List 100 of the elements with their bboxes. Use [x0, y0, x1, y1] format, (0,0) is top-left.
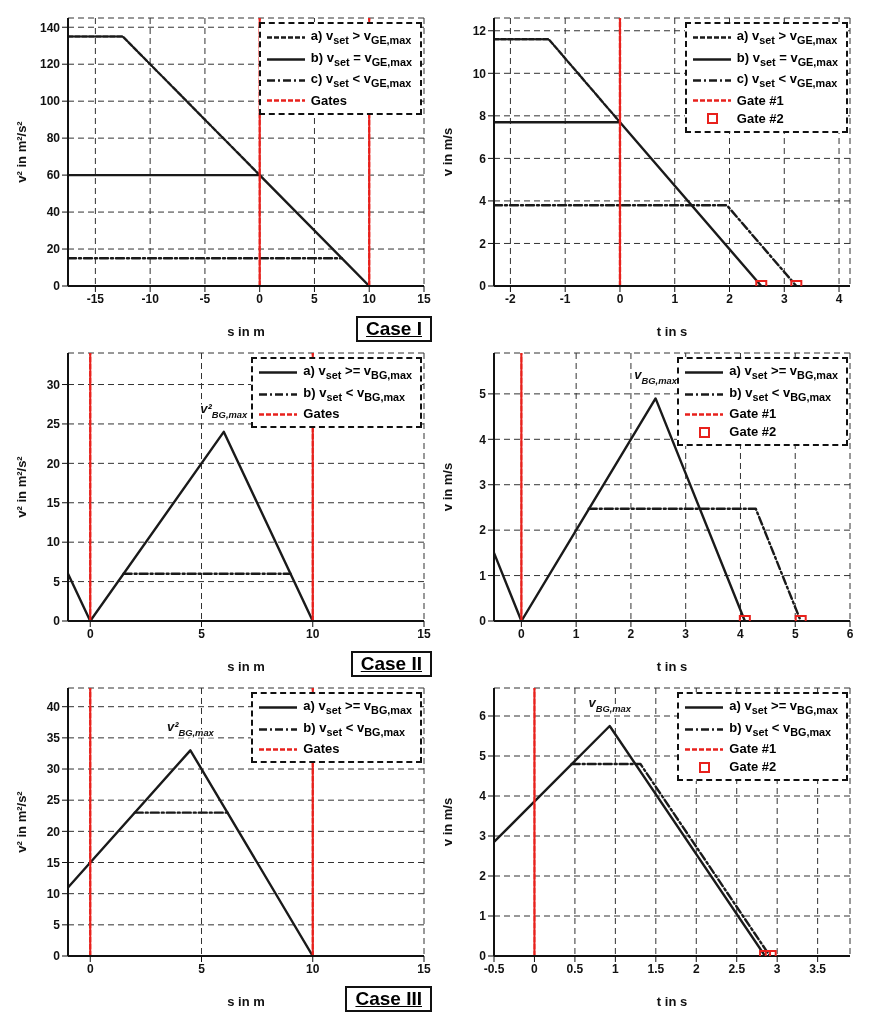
x-tick-label: 10 [306, 626, 320, 641]
y-tick-label: 10 [46, 886, 61, 901]
y-tick-label: 10 [472, 66, 487, 81]
y-tick-label: 5 [53, 574, 61, 589]
x-tick-label: 10 [362, 291, 377, 306]
x-tick-label: 4 [737, 626, 745, 641]
y-tick-label: 25 [46, 793, 61, 808]
x-tick-label: 2.5 [728, 961, 746, 976]
y-tick-label: 2 [479, 869, 487, 884]
x-tick-label: 15 [417, 626, 431, 641]
x-tick-label: 5 [791, 626, 799, 641]
legend-label: c) v$_{set}$ < v$_{GE,max}$ [736, 70, 838, 91]
y-tick-label: 35 [46, 731, 61, 746]
legend-label: Gate #1 [729, 740, 777, 759]
y-tick-label: 15 [46, 855, 61, 870]
legend-label: b) v$_{set}$ = v$_{GE,max}$ [310, 48, 412, 70]
x-axis-title: t in s [656, 994, 688, 1009]
x-axis-title: s in m [227, 994, 265, 1009]
x-tick-label: 3 [773, 961, 781, 976]
legend-label: b) v$_{set}$ < v$_{BG,max}$ [303, 718, 406, 740]
x-tick-label: -10 [141, 291, 160, 306]
annotation: v$_{BG,max}$ [634, 367, 678, 387]
y-tick-label: 1 [479, 909, 487, 924]
annotation: v²$_{BG,max}$ [200, 400, 248, 420]
y-tick-label: 80 [46, 131, 61, 146]
text: Case III [345, 986, 432, 1012]
y-axis-title: v in m/s [439, 797, 455, 847]
y-tick-label: 1 [479, 568, 487, 583]
x-tick-label: -5 [199, 291, 211, 306]
legend-label: a) v$_{set}$ > v$_{GE,max}$ [310, 27, 412, 48]
y-tick-label: 3 [479, 829, 487, 844]
x-tick-label: 2 [692, 961, 700, 976]
x-tick-label: 1.5 [647, 961, 665, 976]
x-tick-label: 1 [572, 626, 580, 641]
legend-label: Gate #1 [729, 405, 777, 424]
y-tick-label: 40 [46, 205, 61, 220]
y-tick-label: 20 [46, 824, 61, 839]
y-tick-label: 60 [46, 168, 61, 183]
x-tick-label: 10 [306, 961, 320, 976]
x-tick-label: 15 [417, 291, 431, 306]
y-tick-label: 0 [479, 614, 487, 629]
y-tick-label: 100 [39, 94, 61, 109]
x-tick-label: 0 [518, 626, 526, 641]
y-tick-label: 0 [479, 949, 487, 964]
legend-label: a) v$_{set}$ >= v$_{BG,max}$ [729, 697, 838, 718]
y-tick-label: 3 [479, 477, 487, 492]
x-tick-label: 0 [86, 626, 94, 641]
x-tick-label: 6 [846, 626, 854, 641]
x-axis-title: s in m [227, 659, 265, 674]
x-tick-label: 0.5 [566, 961, 584, 976]
x-tick-label: -0.5 [483, 961, 505, 976]
y-tick-label: 2 [479, 523, 487, 538]
y-tick-label: 30 [46, 762, 61, 777]
x-tick-label: 3 [780, 291, 788, 306]
legend-label: Gates [310, 91, 347, 110]
y-tick-label: 0 [53, 614, 61, 629]
y-tick-label: 20 [46, 242, 61, 257]
legend-label: a) v$_{set}$ >= v$_{BG,max}$ [303, 697, 412, 718]
x-tick-label: 5 [311, 291, 319, 306]
x-tick-label: 1 [612, 961, 620, 976]
y-axis-title: v² in m²/s² [13, 790, 29, 853]
x-tick-label: 5 [198, 626, 206, 641]
legend-label: Gate #2 [736, 109, 784, 128]
y-axis-title: v² in m²/s² [13, 455, 29, 518]
y-tick-label: 15 [46, 496, 61, 511]
x-tick-label: 5 [198, 961, 206, 976]
y-axis-title: v in m/s [439, 462, 455, 512]
x-tick-label: -15 [86, 291, 105, 306]
x-axis-title: t in s [656, 659, 688, 674]
x-axis-title: t in s [656, 324, 688, 339]
y-tick-label: 30 [46, 377, 61, 392]
x-tick-label: 15 [417, 961, 431, 976]
x-tick-label: 1 [671, 291, 679, 306]
x-tick-label: 0 [86, 961, 94, 976]
y-tick-label: 0 [479, 279, 487, 294]
legend-label: b) v$_{set}$ = v$_{GE,max}$ [736, 48, 838, 70]
y-axis-title: v² in m²/s² [13, 120, 29, 183]
y-tick-label: 8 [479, 109, 487, 124]
legend-label: Gates [303, 740, 340, 759]
y-tick-label: 12 [472, 24, 487, 39]
x-tick-label: 4 [835, 291, 843, 306]
y-tick-label: 120 [39, 57, 61, 72]
text: Case II [350, 651, 432, 677]
legend-label: Gate #1 [736, 91, 784, 110]
legend-label: c) v$_{set}$ < v$_{GE,max}$ [310, 70, 412, 91]
y-tick-label: 6 [479, 709, 487, 724]
x-tick-label: 3.5 [809, 961, 827, 976]
text: Case I [356, 316, 432, 342]
legend-label: Gate #2 [729, 758, 777, 777]
x-tick-label: 0 [616, 291, 624, 306]
y-axis-title: v in m/s [439, 127, 455, 177]
x-tick-label: 2 [726, 291, 734, 306]
annotation: v$_{BG,max}$ [588, 695, 632, 714]
legend-label: b) v$_{set}$ < v$_{BG,max}$ [303, 383, 406, 405]
x-tick-label: 2 [627, 626, 635, 641]
y-tick-label: 0 [53, 279, 61, 294]
annotation: v²$_{BG,max}$ [166, 719, 215, 739]
y-tick-label: 4 [479, 432, 487, 447]
legend-label: b) v$_{set}$ < v$_{BG,max}$ [729, 718, 832, 740]
y-tick-label: 0 [53, 949, 61, 964]
